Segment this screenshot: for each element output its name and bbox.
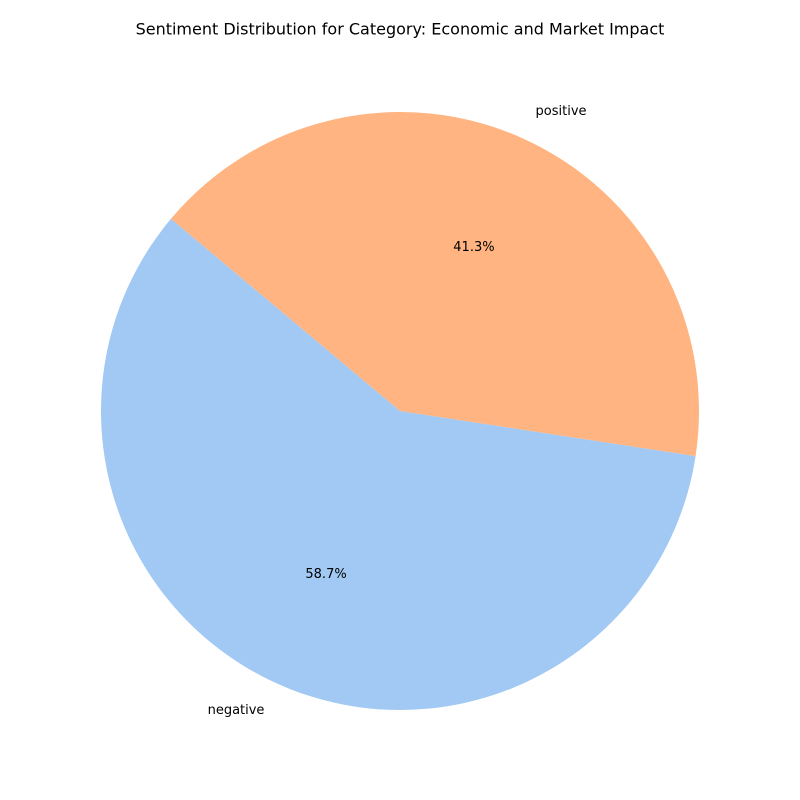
pie-slice-positive — [170, 112, 700, 457]
pct-label-positive: 41.3% — [453, 240, 494, 255]
slice-label-positive: positive — [536, 104, 587, 119]
pie-slice-negative — [100, 218, 696, 711]
pie-labels: negative 58.7% positive 41.3% — [208, 104, 587, 718]
chart-title: Sentiment Distribution for Category: Eco… — [136, 20, 665, 39]
pie-slices — [100, 112, 700, 711]
slice-label-negative: negative — [208, 703, 265, 718]
pct-label-negative: 58.7% — [305, 567, 346, 582]
